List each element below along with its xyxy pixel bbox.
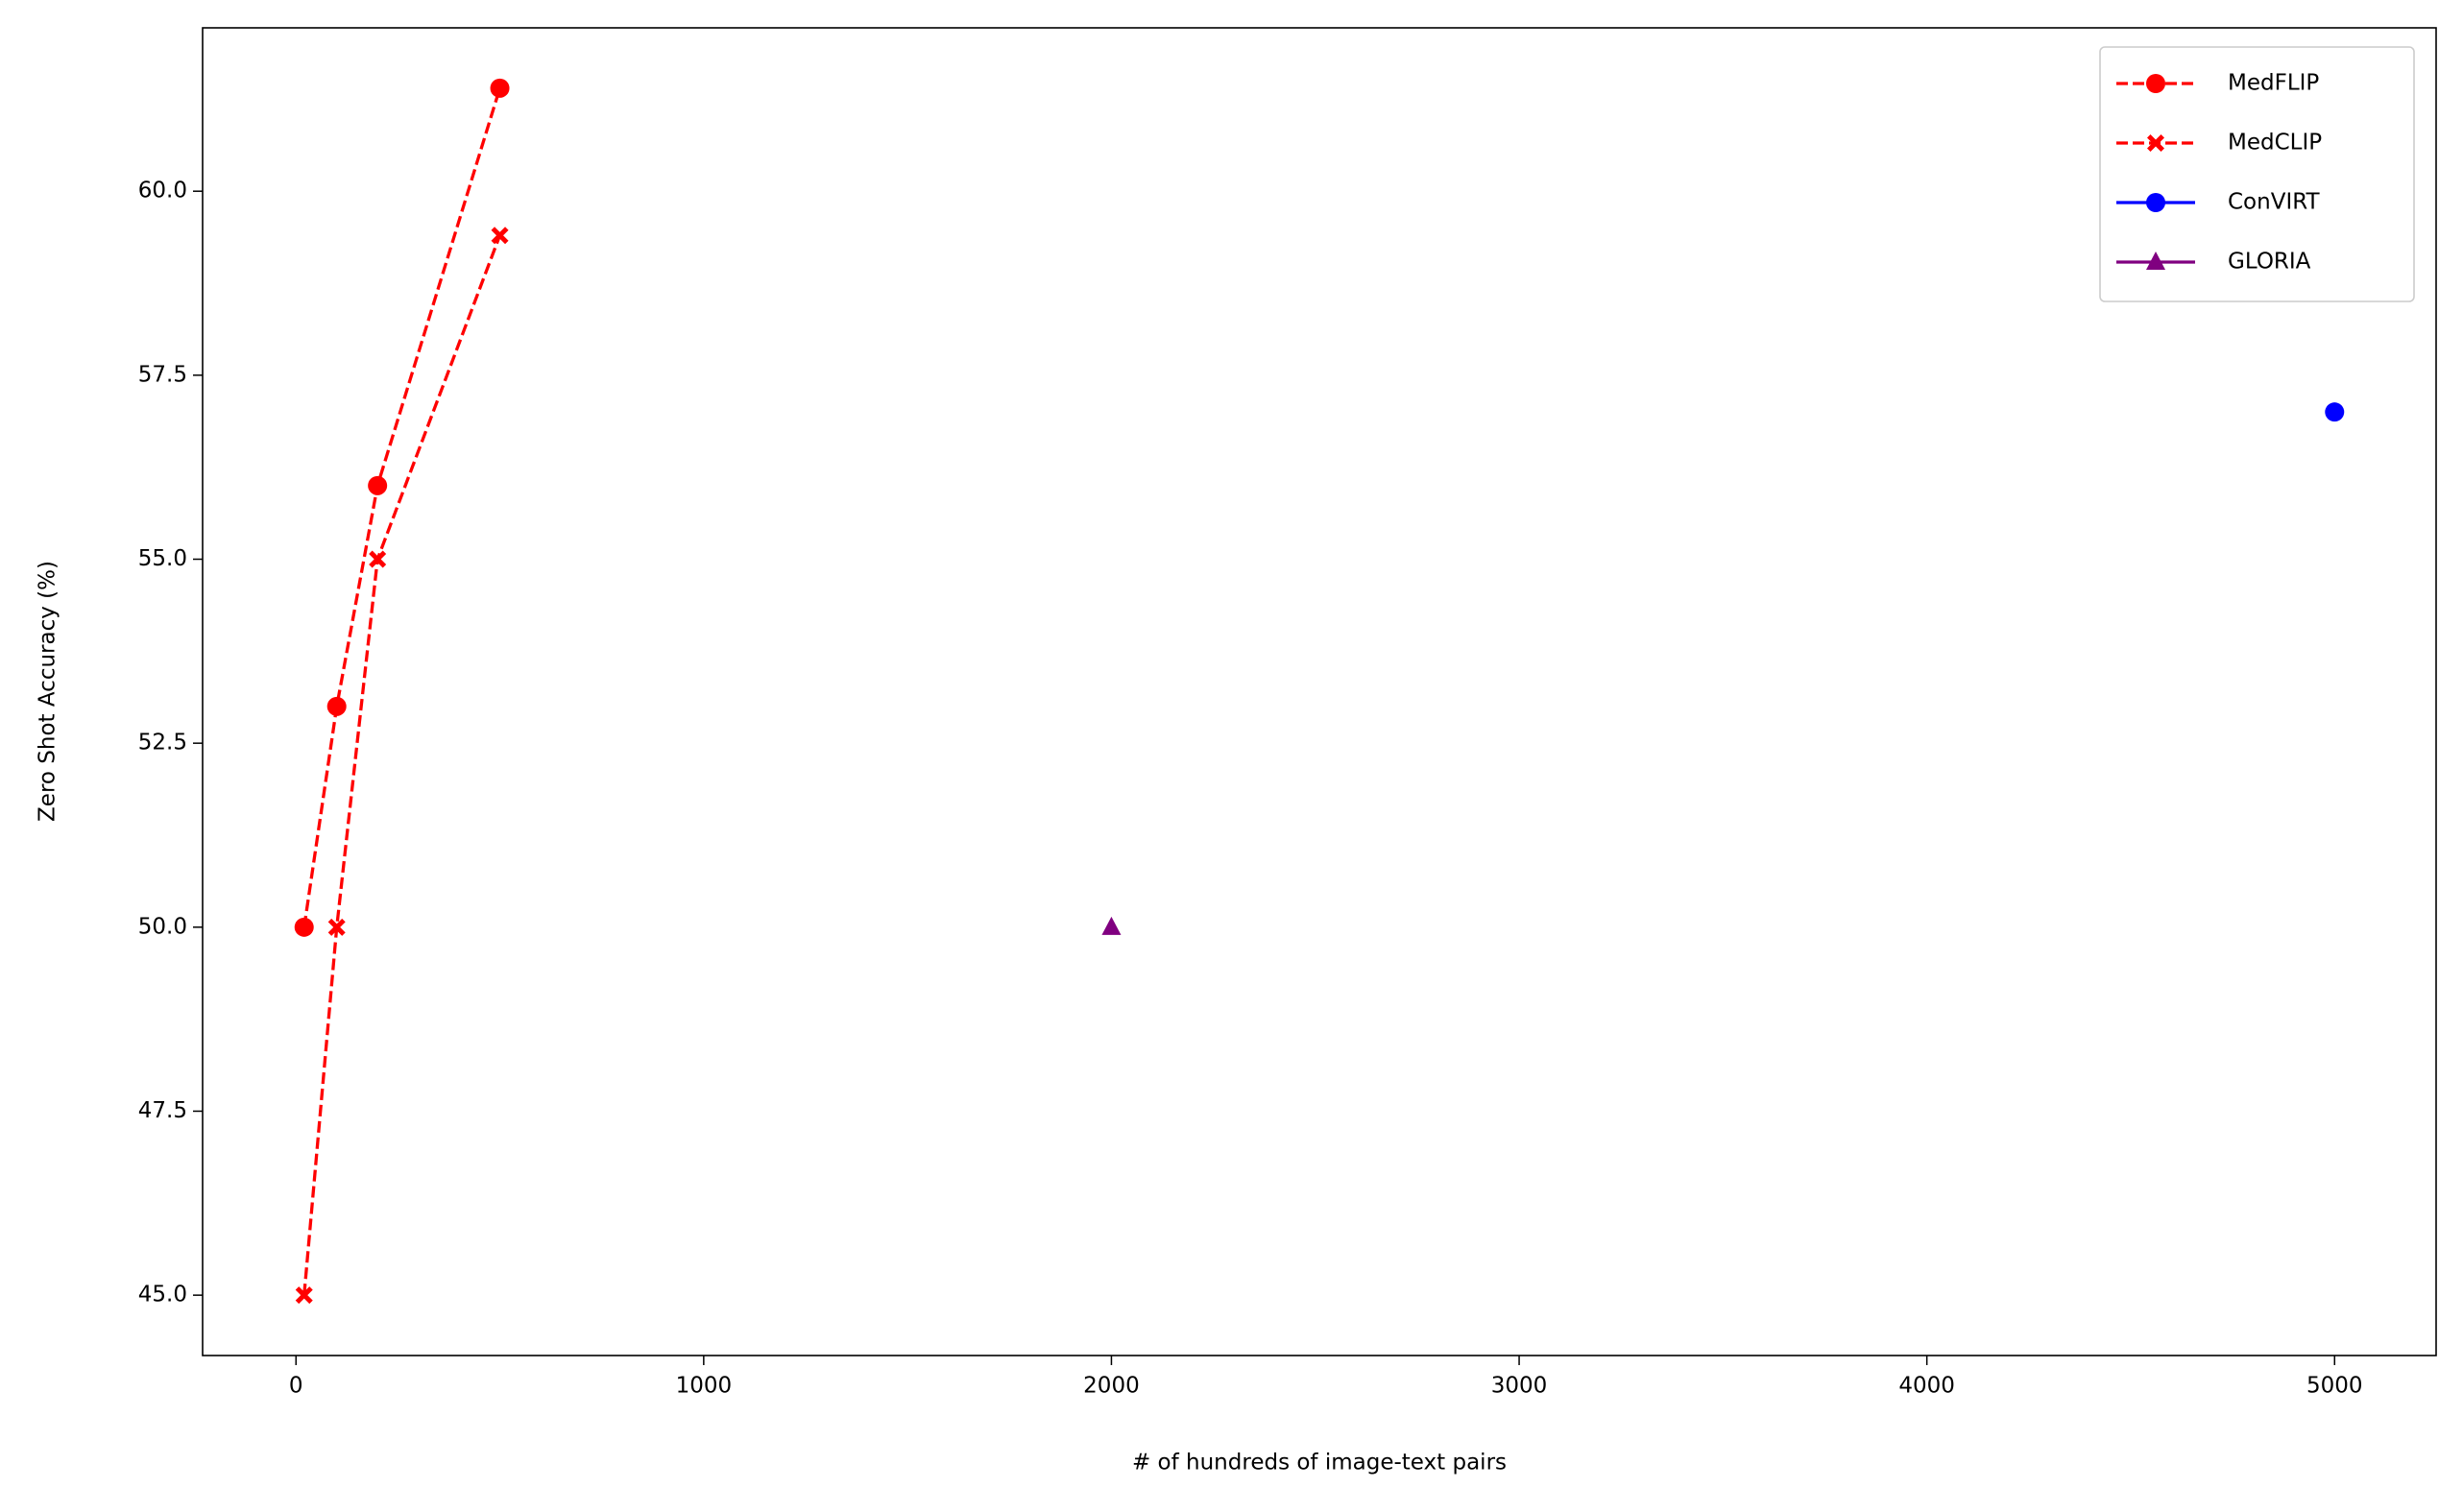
legend-marker [2146, 252, 2165, 270]
x-tick-label: 5000 [2306, 1374, 2363, 1399]
x-tick-label: 3000 [1491, 1374, 1548, 1399]
x-tick-label: 1000 [676, 1374, 733, 1399]
legend-marker [2146, 74, 2165, 93]
legend-box [2099, 46, 2415, 302]
x-tick-label: 0 [289, 1374, 303, 1399]
y-tick-label: 57.5 [138, 362, 187, 387]
legend: MedFLIP MedCLIP ConVIRT GLORIA [2099, 46, 2415, 302]
y-tick-label: 50.0 [138, 914, 187, 939]
y-tick-label: 60.0 [138, 179, 187, 204]
marker [490, 78, 510, 98]
x-tick-label: 4000 [1898, 1374, 1955, 1399]
marker [327, 918, 346, 936]
legend-marker [2147, 134, 2164, 152]
y-tick-label: 45.0 [138, 1283, 187, 1308]
series-line [302, 87, 502, 928]
marker [491, 227, 509, 245]
legend-label: MedCLIP [2228, 131, 2322, 156]
y-tick-label: 47.5 [138, 1098, 187, 1123]
plot-frame [202, 27, 2437, 1356]
marker [2325, 402, 2345, 422]
marker [1101, 916, 1122, 935]
legend-label: ConVIRT [2228, 190, 2321, 215]
marker [368, 475, 388, 495]
y-axis-label: Zero Shot Accuracy (%) [36, 561, 60, 822]
legend-label: MedFLIP [2228, 71, 2319, 96]
y-tick-label: 55.0 [138, 546, 187, 571]
legend-label: GLORIA [2228, 250, 2311, 275]
x-axis-label: # of hundreds of image-text pairs [1132, 1451, 1507, 1476]
x-tick-label: 2000 [1083, 1374, 1140, 1399]
marker [294, 917, 314, 937]
marker [369, 550, 387, 568]
series-line [302, 234, 502, 1296]
marker [326, 696, 347, 716]
marker [295, 1286, 313, 1305]
y-tick-label: 52.5 [138, 731, 187, 756]
legend-marker [2146, 193, 2165, 212]
